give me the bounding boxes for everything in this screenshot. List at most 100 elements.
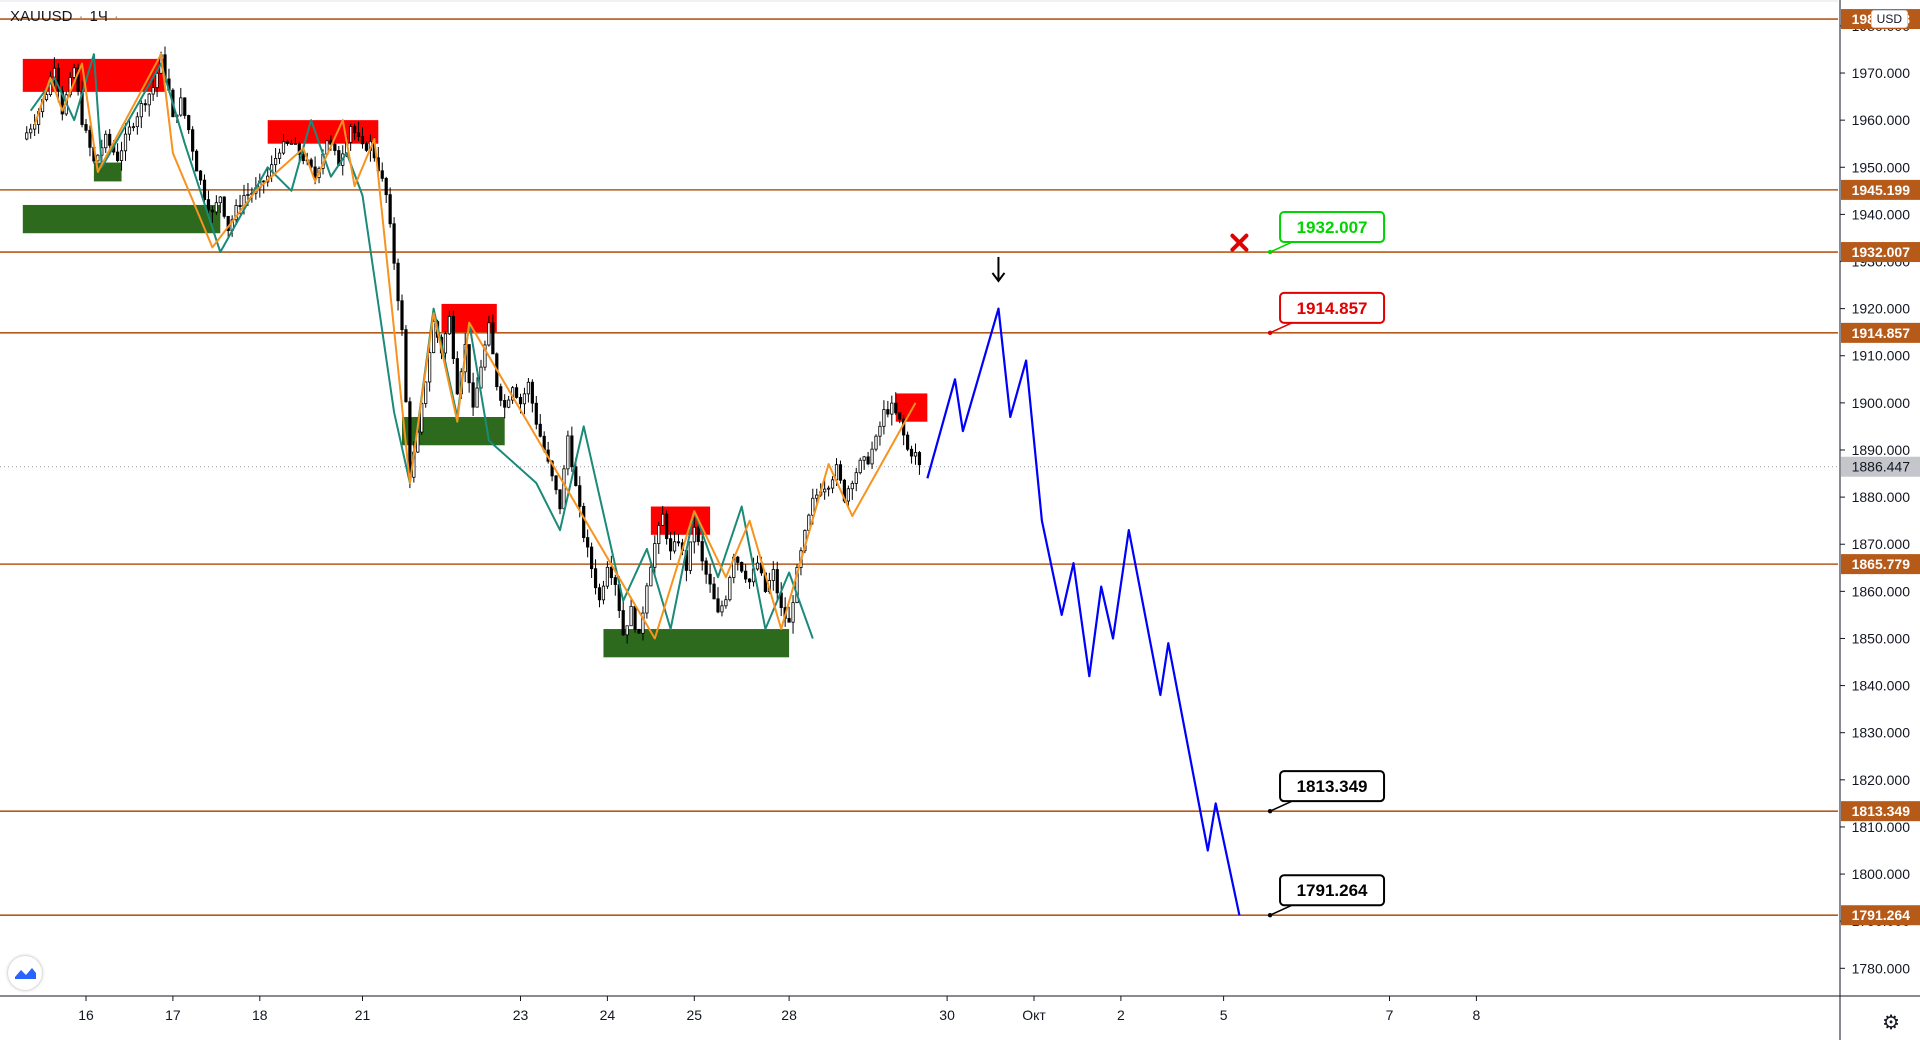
candle (266, 168, 270, 187)
time-axis[interactable]: 16 17 18 21 23 24 25 28 30 Окт 2 5 7 8 (0, 995, 1920, 1023)
symbol-header[interactable]: XAUUSD · 1Ч · (10, 8, 119, 25)
candle (657, 521, 661, 554)
candle-body (716, 598, 720, 613)
candle-body (898, 412, 902, 420)
callout-leader (1269, 322, 1293, 334)
candle (665, 510, 669, 545)
time-tick-label: 24 (600, 1007, 616, 1023)
candle-body (605, 566, 610, 587)
candle (424, 381, 428, 408)
candle (396, 258, 400, 311)
time-tick-label: 7 (1386, 1007, 1394, 1023)
candle (720, 600, 724, 617)
candle-body (33, 124, 37, 130)
candle (364, 141, 369, 152)
candle-body (633, 605, 637, 630)
candle (716, 587, 720, 614)
forecast-path (926, 307, 1241, 916)
candle-body (447, 315, 452, 335)
candle-body (558, 489, 562, 510)
candle (909, 445, 914, 464)
candle-body (736, 556, 740, 563)
candle-body (712, 583, 716, 600)
candle-body (724, 599, 728, 607)
candle (507, 395, 511, 409)
candle-body (396, 262, 400, 302)
demand-zone (22, 204, 221, 234)
candle-body (25, 132, 29, 140)
candle (917, 450, 922, 475)
callout-box (1279, 874, 1386, 907)
candle (890, 395, 894, 426)
candle-body (578, 485, 582, 507)
gear-icon[interactable]: ⚙ (1882, 1010, 1900, 1034)
callout-anchor (1267, 913, 1273, 918)
candle (688, 541, 692, 575)
candle-body (676, 541, 681, 544)
candle-body (590, 546, 594, 570)
candle (451, 310, 455, 364)
candle-body (52, 67, 57, 78)
price-tick-label: 1910.000 (1852, 348, 1911, 364)
price-tick-label: 1800.000 (1852, 866, 1911, 882)
brand-logo-icon[interactable] (8, 956, 42, 990)
candle-body (507, 399, 511, 408)
candle (380, 162, 384, 182)
candle-body (104, 133, 108, 149)
price-axis[interactable]: 1780.0001790.0001800.0001810.0001820.000… (1839, 0, 1920, 1040)
candle (281, 133, 286, 155)
candle-body (155, 72, 159, 89)
candle-body (882, 409, 886, 427)
candle-body (870, 448, 874, 465)
candle (202, 174, 207, 205)
candle (214, 195, 218, 216)
candle (151, 77, 155, 101)
time-tick-label: 28 (781, 1007, 797, 1023)
candle (609, 555, 613, 585)
candle (661, 505, 665, 526)
candle (289, 139, 294, 145)
candle-body (601, 585, 606, 601)
price-tick-label: 1830.000 (1852, 725, 1911, 741)
candle-body (139, 103, 143, 118)
candle (194, 149, 199, 172)
candle (88, 125, 92, 157)
candle (823, 479, 827, 500)
candle-body (84, 124, 88, 131)
callout-anchor (1267, 249, 1273, 255)
candle-body (625, 625, 629, 636)
price-callouts: 1932.007 1914.857 1813.349 1791.264 (991, 211, 1386, 918)
candle-body (554, 475, 558, 491)
candle-body (392, 223, 396, 264)
candle-body (238, 205, 242, 207)
candle-body (471, 382, 475, 408)
candle (593, 559, 598, 595)
candle-body (830, 479, 835, 489)
candle (360, 127, 365, 149)
candle (913, 443, 918, 465)
price-tick-label: 1870.000 (1852, 536, 1911, 552)
candle (526, 378, 531, 403)
currency-badge[interactable]: USD (1870, 10, 1908, 28)
candle-body (143, 103, 147, 106)
candle (902, 415, 906, 446)
candle-body (740, 561, 744, 572)
candle (179, 87, 183, 117)
candle-body (787, 617, 791, 623)
candle-body (858, 459, 862, 474)
teal-wave (29, 53, 814, 639)
candle (570, 426, 574, 472)
candle-body (364, 143, 369, 151)
candle (645, 582, 649, 619)
candle-body (586, 537, 590, 548)
candle (748, 578, 752, 589)
candle-body (226, 215, 230, 231)
price-callout: 1813.349 (1267, 770, 1386, 814)
candle-body (56, 67, 60, 92)
callout-anchor (1267, 330, 1273, 336)
price-tick-label: 1890.000 (1852, 442, 1911, 458)
level-tag-bg (1841, 554, 1920, 575)
candle-body (846, 488, 850, 502)
candle (582, 502, 586, 543)
